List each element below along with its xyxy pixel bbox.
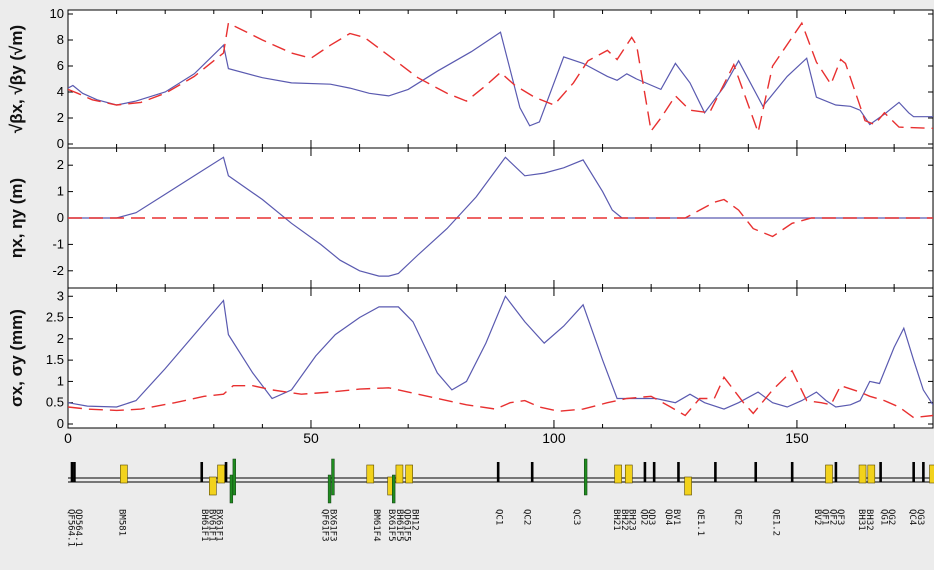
lattice-element-label: BX61F3 bbox=[327, 509, 337, 542]
quadrupole-marker bbox=[225, 462, 228, 482]
y-tick-label: 8 bbox=[57, 32, 64, 47]
dipole-marker bbox=[396, 465, 403, 483]
dipole-marker bbox=[868, 465, 875, 483]
lattice-element-label: QD3 bbox=[646, 509, 656, 525]
sextupole-marker bbox=[392, 475, 395, 503]
quadrupole-marker bbox=[531, 462, 534, 482]
y-tick-label: -2 bbox=[52, 263, 64, 278]
lattice-element-label: QD564.1 bbox=[73, 509, 83, 547]
y-tick-label: 6 bbox=[57, 58, 64, 73]
lattice-element-label: QE1.2 bbox=[771, 509, 781, 536]
quadrupole-marker bbox=[879, 462, 882, 482]
lattice-element-label: QG3 bbox=[915, 509, 925, 525]
dipole-marker bbox=[367, 465, 374, 483]
y-tick-label: 0.5 bbox=[46, 395, 64, 410]
dispersion-panel: -2 -1 0 1 2 ηx, ηy (m) bbox=[7, 148, 934, 288]
quadrupole-marker bbox=[754, 462, 757, 482]
dipole-marker bbox=[930, 465, 934, 483]
lattice-element-label: QG2 bbox=[886, 509, 896, 525]
lattice-element-label: QE2 bbox=[733, 509, 743, 525]
x-tick-label: 50 bbox=[303, 430, 319, 446]
lattice-element-label: QC2 bbox=[522, 509, 532, 525]
y-tick-label: 1 bbox=[57, 184, 64, 199]
sextupole-marker bbox=[328, 475, 331, 503]
y-tick-label: 1.5 bbox=[46, 352, 64, 367]
dipole-marker bbox=[826, 465, 833, 483]
y-tick-label: 2 bbox=[57, 331, 64, 346]
lattice-element-label: BX61F1 bbox=[214, 509, 224, 542]
quadrupole-marker bbox=[922, 462, 925, 482]
lattice-element-label: QF3 bbox=[835, 509, 845, 525]
dispersion-y-axis-label: ηx, ηy (m) bbox=[7, 178, 26, 258]
sextupole-marker bbox=[584, 459, 587, 495]
dipole-marker bbox=[406, 465, 413, 483]
beta-panel: 0 2 4 6 8 10 √βx, √βy (√m) bbox=[7, 6, 933, 151]
beamsize-y-axis-label: σx, σy (mm) bbox=[7, 309, 26, 407]
lattice-element-label: BM61F4 bbox=[371, 509, 381, 542]
sextupole-marker bbox=[233, 459, 236, 495]
quadrupole-marker bbox=[912, 462, 915, 482]
lattice-element-label: QC1 bbox=[494, 509, 504, 525]
quadrupole-marker bbox=[497, 462, 500, 482]
y-tick-label: 2.5 bbox=[46, 310, 64, 325]
sextupole-marker bbox=[332, 459, 335, 495]
sextupole-marker bbox=[230, 475, 233, 503]
y-tick-label: 0 bbox=[57, 210, 64, 225]
quadrupole-marker bbox=[714, 462, 717, 482]
quadrupole-marker bbox=[71, 462, 74, 482]
y-tick-label: 1 bbox=[57, 373, 64, 388]
lattice-element-label: QC3 bbox=[571, 509, 581, 525]
dipole-marker bbox=[209, 477, 216, 495]
y-tick-label: -1 bbox=[52, 236, 64, 251]
x-tick-label: 100 bbox=[542, 430, 566, 446]
y-tick-label: 10 bbox=[50, 6, 64, 21]
y-tick-label: 4 bbox=[57, 84, 64, 99]
lattice-element-label: BV1 bbox=[671, 509, 681, 525]
dipole-marker bbox=[859, 465, 866, 483]
beamsize-panel: 0 0.5 1 1.5 2 2.5 3 σx, σy (mm) 0 50 100 150 bbox=[7, 288, 933, 446]
quadrupole-marker bbox=[653, 462, 656, 482]
quadrupole-marker bbox=[73, 462, 76, 482]
lattice-element-label: BM581 bbox=[116, 509, 126, 536]
quadrupole-marker bbox=[644, 462, 647, 482]
quadrupole-marker bbox=[791, 462, 794, 482]
beta-y-axis-label: √βx, √βy (√m) bbox=[7, 25, 26, 133]
beta-plot-area bbox=[68, 10, 933, 148]
quadrupole-marker bbox=[835, 462, 838, 482]
y-tick-label: 3 bbox=[57, 288, 64, 303]
lattice-element-label: BH32 bbox=[864, 509, 874, 531]
lattice-element-label: BH12 bbox=[409, 509, 419, 531]
x-tick-label: 150 bbox=[785, 430, 809, 446]
dipole-marker bbox=[615, 465, 622, 483]
y-tick-label: 2 bbox=[57, 157, 64, 172]
dipole-marker bbox=[218, 465, 225, 483]
quadrupole-marker bbox=[200, 462, 203, 482]
dipole-marker bbox=[685, 477, 692, 495]
lattice-element-label: BH23 bbox=[627, 509, 637, 531]
dipole-marker bbox=[120, 465, 127, 483]
y-tick-label: 0 bbox=[57, 416, 64, 431]
y-tick-label: 0 bbox=[57, 136, 64, 151]
quadrupole-marker bbox=[677, 462, 680, 482]
dipole-marker bbox=[625, 465, 632, 483]
x-tick-label: 0 bbox=[64, 430, 72, 446]
y-tick-label: 2 bbox=[57, 110, 64, 125]
lattice-element-label: QE1.1 bbox=[695, 509, 705, 536]
